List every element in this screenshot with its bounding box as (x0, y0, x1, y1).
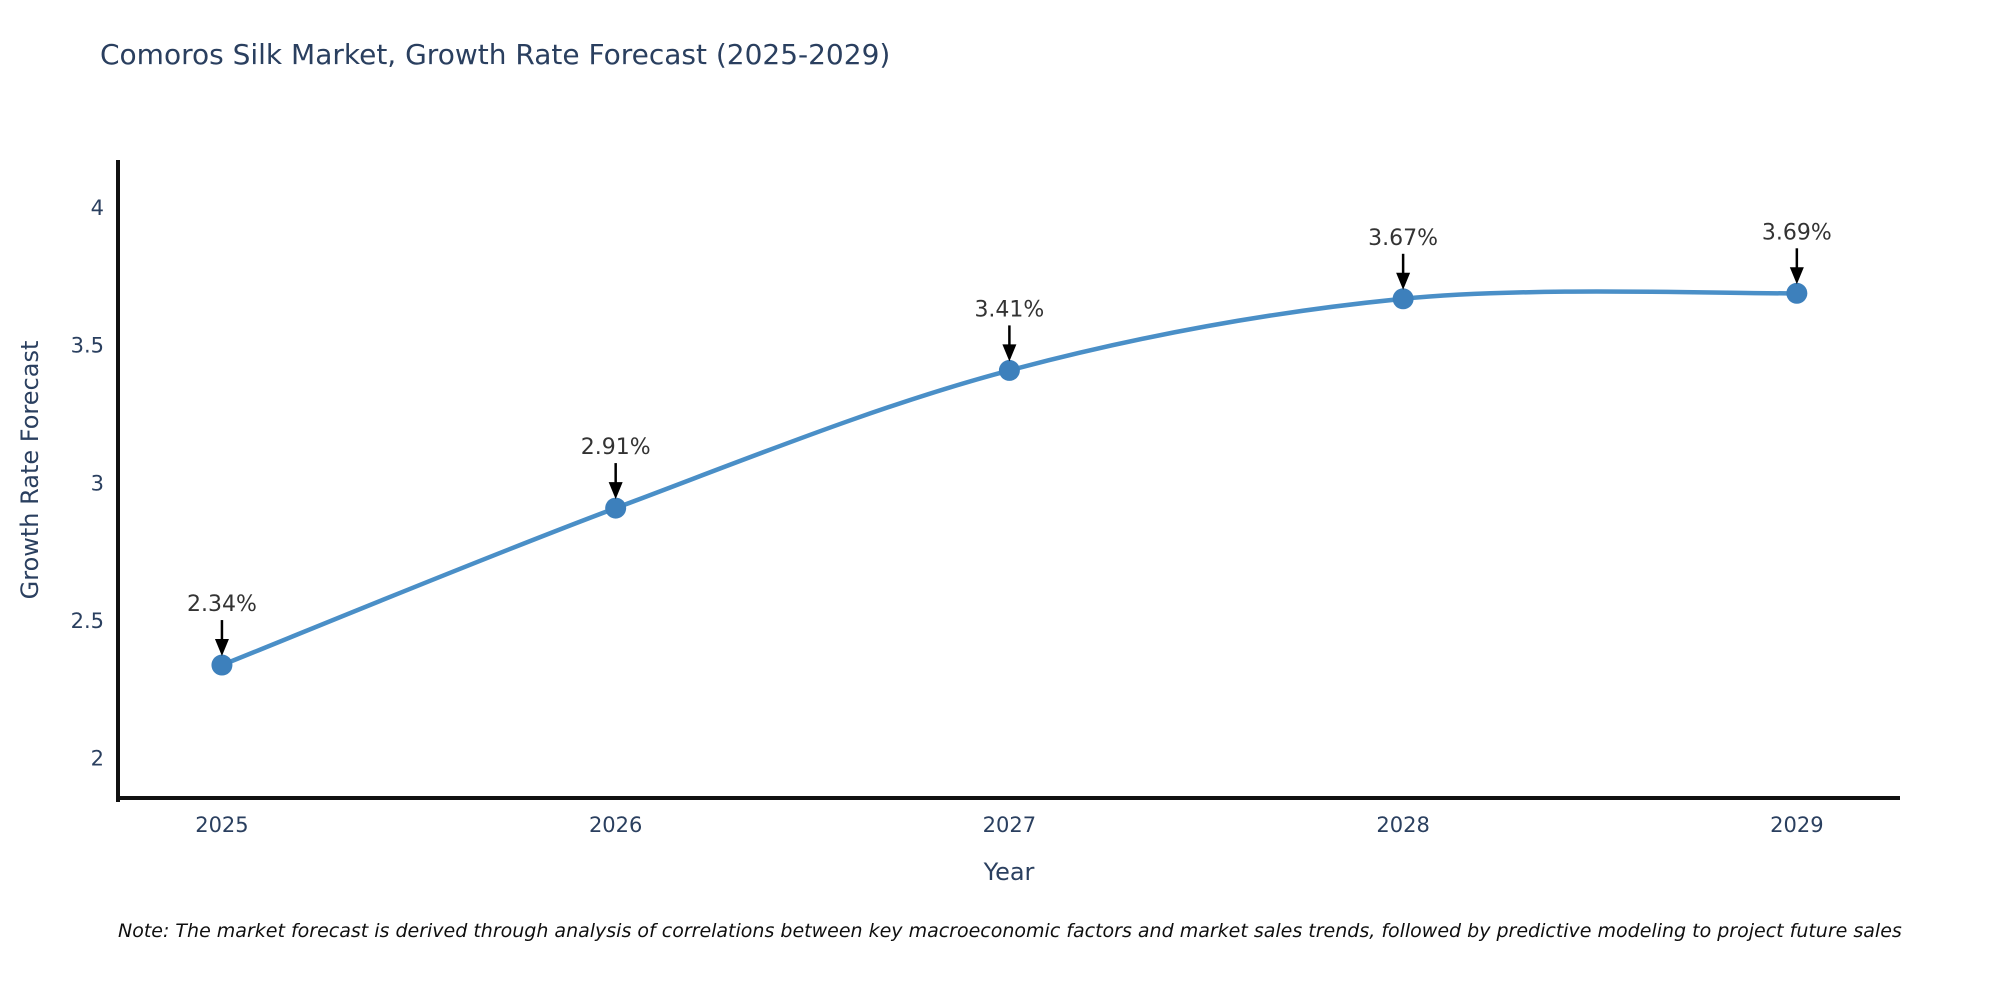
point-value-label: 3.41% (974, 297, 1044, 322)
x-tick-label: 2028 (1376, 813, 1429, 837)
point-value-label: 3.69% (1762, 220, 1832, 245)
point-value-label: 2.34% (187, 592, 257, 617)
y-tick-label: 3 (91, 471, 104, 495)
chart-title: Comoros Silk Market, Growth Rate Forecas… (100, 38, 891, 71)
data-point-marker (605, 497, 627, 519)
data-point-marker (1786, 282, 1808, 304)
annotation-arrowhead (1002, 344, 1017, 362)
x-tick-label: 2025 (195, 813, 248, 837)
x-tick-label: 2026 (589, 813, 642, 837)
data-point-marker (211, 654, 233, 676)
x-tick-label: 2029 (1770, 813, 1823, 837)
data-point-marker (1392, 288, 1414, 310)
data-point-marker (998, 359, 1020, 381)
footnote: Note: The market forecast is derived thr… (118, 920, 1902, 942)
y-tick-label: 4 (91, 196, 104, 220)
x-axis-title: Year (983, 858, 1035, 886)
y-tick-label: 2 (91, 747, 104, 771)
annotation-arrowhead (214, 639, 229, 657)
annotation-arrowhead (1789, 267, 1804, 285)
x-tick-label: 2027 (983, 813, 1036, 837)
point-value-label: 3.67% (1368, 226, 1438, 251)
y-tick-label: 2.5 (71, 609, 104, 633)
point-value-label: 2.91% (581, 435, 651, 460)
annotation-arrowhead (608, 482, 623, 500)
y-tick-label: 3.5 (71, 334, 104, 358)
annotation-arrowhead (1396, 272, 1411, 290)
